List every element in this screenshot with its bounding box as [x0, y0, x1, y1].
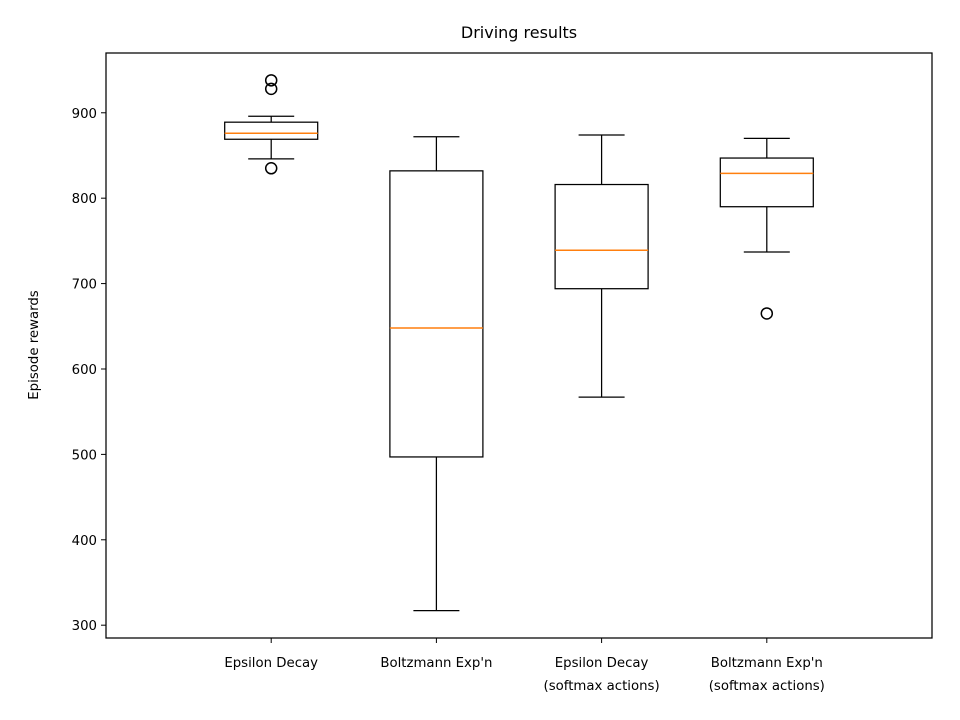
outlier-point	[264, 162, 278, 175]
y-tick-label: 400	[72, 534, 97, 549]
y-tick-label: 700	[72, 278, 97, 293]
chart-marks: 300 400 500 600 700 800 900 Epsilon Decay Boltzm…	[72, 74, 825, 694]
x-tick-label: (softmax actions)	[709, 679, 825, 694]
iqr-box	[554, 183, 649, 290]
x-tick-label: (softmax actions)	[544, 679, 660, 694]
y-tick-label: 500	[72, 448, 97, 463]
iqr-box	[719, 157, 814, 208]
x-tick-label: Epsilon Decay	[224, 656, 318, 671]
y-axis-label: Episode rewards	[27, 290, 42, 399]
y-tick-label: 300	[72, 619, 97, 634]
box-group-3	[554, 134, 649, 398]
box-group-4	[719, 137, 814, 320]
iqr-box	[224, 121, 319, 140]
outlier-point	[760, 307, 774, 320]
y-tick-label: 600	[72, 363, 97, 378]
x-tick-label: Epsilon Decay	[555, 656, 649, 671]
plot-frame	[105, 52, 933, 639]
iqr-box	[389, 170, 484, 458]
outlier-point	[264, 74, 278, 87]
x-tick-label: Boltzmann Exp'n	[711, 656, 823, 671]
y-tick-label: 900	[72, 107, 97, 122]
box-group-2	[389, 136, 484, 612]
y-tick-label: 800	[72, 192, 97, 207]
outlier-point	[264, 82, 278, 96]
chart-title: Driving results	[461, 23, 577, 42]
box-group-1	[224, 74, 319, 175]
x-tick-label: Boltzmann Exp'n	[380, 656, 492, 671]
